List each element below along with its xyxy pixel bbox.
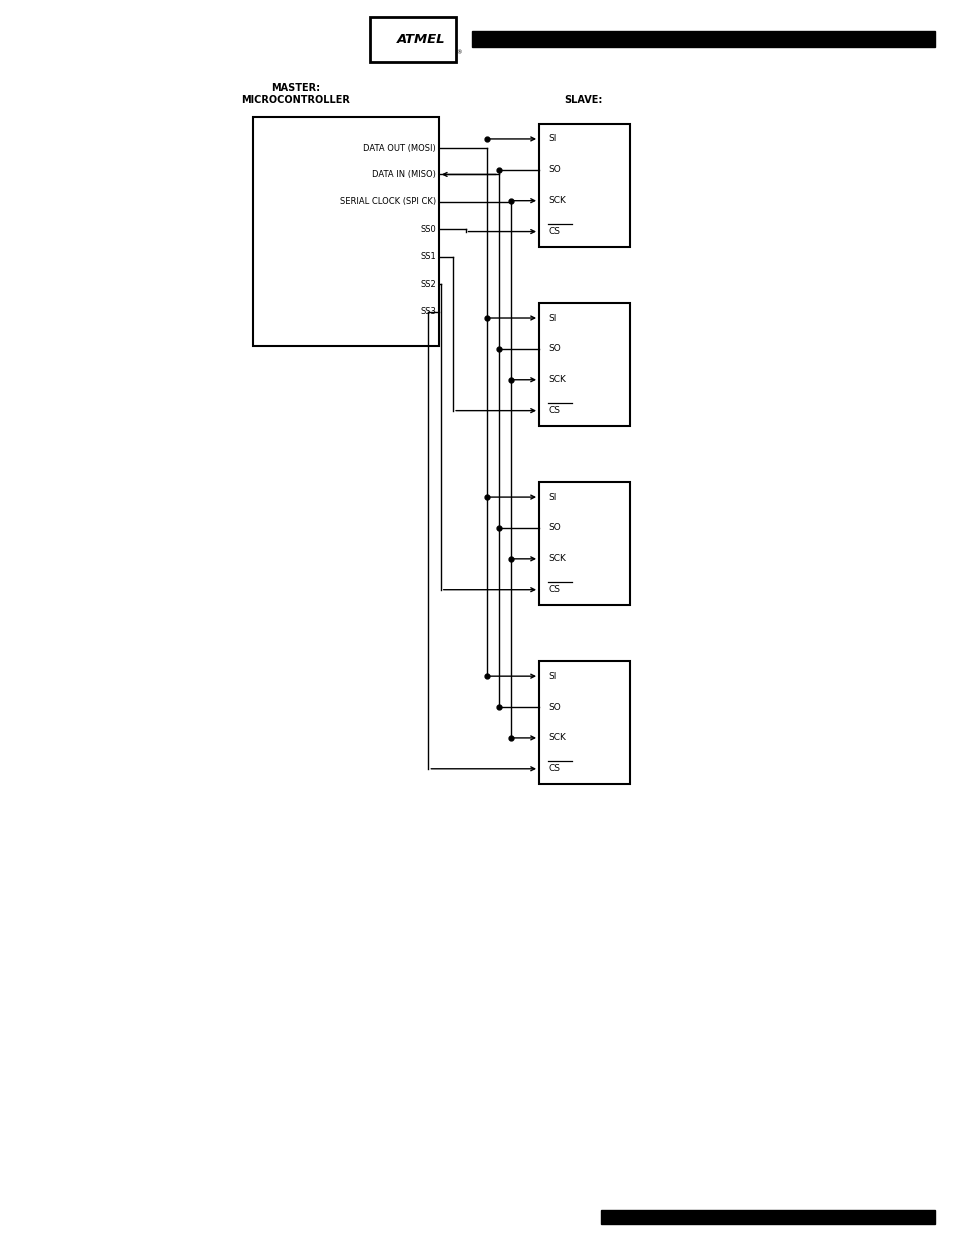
Text: SI: SI — [547, 672, 556, 680]
Text: SERIAL CLOCK (SPI CK): SERIAL CLOCK (SPI CK) — [339, 198, 436, 206]
Text: SS2: SS2 — [419, 279, 436, 289]
Text: CS: CS — [547, 227, 559, 236]
Bar — [600, 1210, 934, 1224]
Text: SO: SO — [547, 524, 560, 532]
Text: CS: CS — [547, 764, 559, 773]
Text: DATA IN (MISO): DATA IN (MISO) — [372, 170, 436, 179]
Text: SS0: SS0 — [419, 225, 436, 233]
Text: SCK: SCK — [547, 196, 565, 205]
Bar — [538, 661, 629, 784]
Text: SO: SO — [547, 345, 560, 353]
Text: SO: SO — [547, 703, 560, 711]
Text: SLAVE:: SLAVE: — [564, 95, 602, 105]
Text: SI: SI — [547, 135, 556, 143]
Text: SCK: SCK — [547, 555, 565, 563]
Text: CS: CS — [547, 406, 559, 415]
Text: DATA OUT (MOSI): DATA OUT (MOSI) — [363, 143, 436, 153]
Text: ®: ® — [456, 51, 461, 56]
Text: SS3: SS3 — [419, 308, 436, 316]
Text: SS1: SS1 — [419, 252, 436, 261]
Text: MASTER:
MICROCONTROLLER: MASTER: MICROCONTROLLER — [241, 84, 350, 105]
Text: SI: SI — [547, 493, 556, 501]
Bar — [253, 117, 438, 346]
Bar — [538, 303, 629, 426]
Text: SCK: SCK — [547, 375, 565, 384]
Text: SCK: SCK — [547, 734, 565, 742]
Text: SO: SO — [547, 165, 560, 174]
Text: ATMEL: ATMEL — [397, 33, 445, 46]
Bar — [472, 31, 934, 47]
Text: CS: CS — [547, 585, 559, 594]
Bar — [538, 124, 629, 247]
Text: SI: SI — [547, 314, 556, 322]
Bar — [538, 482, 629, 605]
FancyBboxPatch shape — [370, 17, 456, 62]
